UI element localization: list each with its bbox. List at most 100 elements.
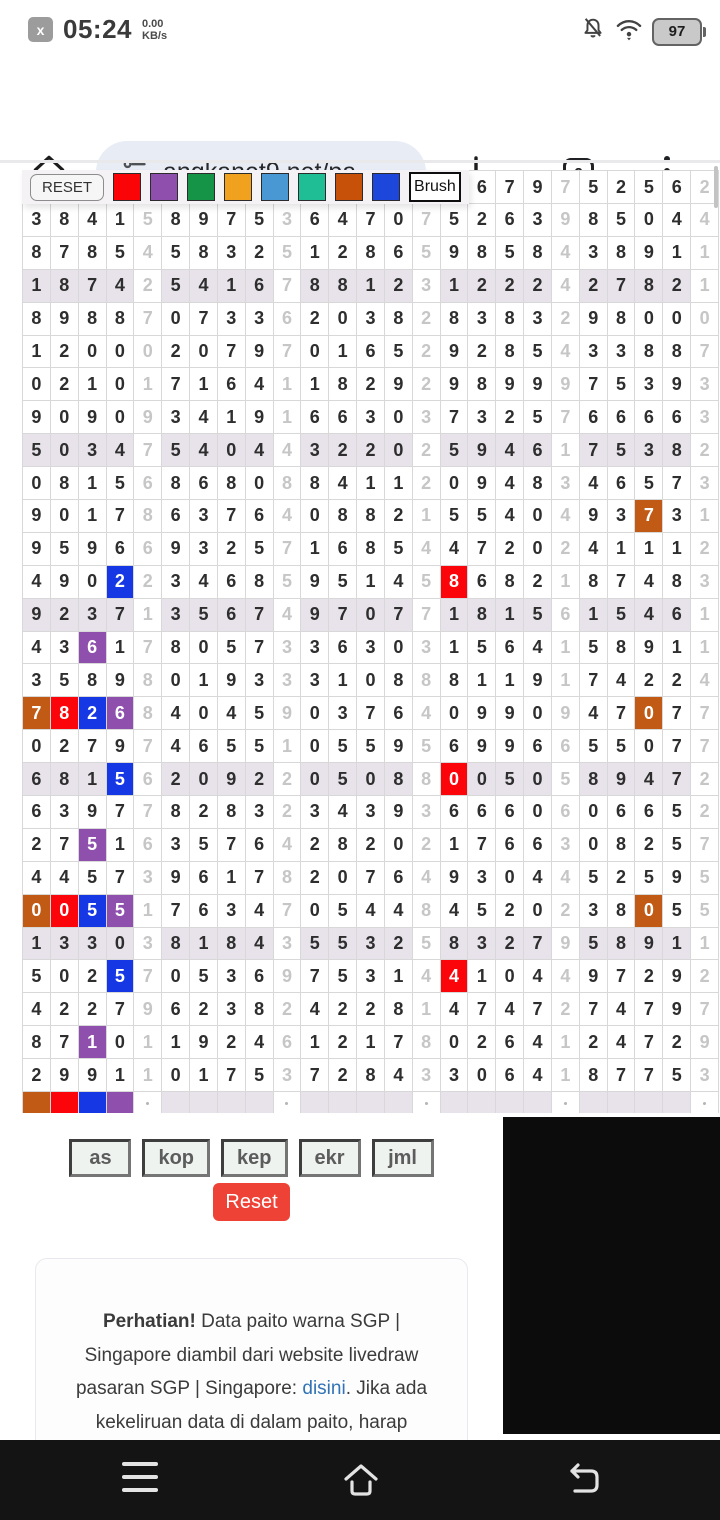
paito-cell[interactable]: 1 [301, 236, 330, 270]
paito-cell[interactable]: 1 [691, 500, 719, 533]
paito-cell[interactable]: 1 [663, 631, 692, 665]
paito-cell[interactable]: 1 [23, 927, 51, 961]
paito-cell[interactable]: 3 [301, 664, 330, 698]
color-swatch-orange[interactable] [224, 173, 253, 201]
paito-cell[interactable]: 4 [579, 467, 608, 501]
paito-cell[interactable]: 3 [50, 796, 79, 829]
paito-cell[interactable]: 7 [50, 1026, 79, 1060]
paito-cell[interactable]: 0 [50, 894, 79, 928]
paito-cell[interactable]: 3 [468, 861, 497, 895]
paito-cell[interactable]: 2 [551, 894, 580, 928]
paito-cell[interactable]: 6 [663, 401, 692, 435]
paito-cell[interactable]: 9 [23, 401, 51, 435]
paito-cell[interactable]: 7 [50, 828, 79, 862]
paito-cell[interactable]: 3 [357, 960, 385, 994]
paito-cell[interactable]: 2 [663, 269, 692, 303]
paito-cell[interactable]: 9 [468, 467, 497, 501]
paito-cell[interactable]: 7 [412, 204, 441, 237]
paito-cell[interactable]: 5 [496, 763, 525, 797]
paito-cell[interactable]: 9 [635, 631, 664, 665]
paito-cell[interactable]: 7 [190, 302, 218, 336]
paito-cell[interactable]: 4 [384, 1059, 413, 1093]
paito-cell[interactable]: 4 [273, 500, 302, 533]
paito-cell[interactable]: 8 [384, 993, 413, 1027]
paito-cell[interactable]: 0 [635, 302, 664, 336]
paito-cell[interactable]: 0 [78, 565, 107, 599]
paito-cell[interactable]: 5 [496, 236, 525, 270]
paito-cell[interactable]: 9 [384, 368, 413, 402]
paito-cell[interactable]: 8 [412, 763, 441, 797]
paito-cell[interactable]: 3 [635, 368, 664, 402]
paito-cell[interactable]: 5 [635, 861, 664, 895]
paito-cell[interactable]: 0 [190, 763, 218, 797]
paito-cell[interactable]: 0 [635, 204, 664, 237]
paito-cell[interactable]: 9 [23, 500, 51, 533]
paito-cell[interactable]: 4 [245, 1026, 274, 1060]
paito-cell[interactable]: 2 [691, 434, 719, 468]
paito-cell[interactable]: 4 [524, 631, 552, 665]
paito-cell[interactable]: 3 [412, 1059, 441, 1093]
paito-cell[interactable]: 6 [440, 796, 469, 829]
paito-cell[interactable]: 0 [301, 730, 330, 764]
paito-cell[interactable]: 3 [162, 565, 191, 599]
paito-cell[interactable]: 9 [663, 993, 692, 1027]
paito-cell[interactable]: 0 [301, 500, 330, 533]
paito-cell[interactable]: 7 [635, 1026, 664, 1060]
paito-cell[interactable]: 9 [217, 664, 246, 698]
paito-cell[interactable]: 8 [106, 302, 135, 336]
paito-cell[interactable]: 3 [412, 269, 441, 303]
paito-cell[interactable]: 7 [217, 204, 246, 237]
paito-cell[interactable]: 0 [50, 960, 79, 994]
paito-cell[interactable]: 1 [134, 1059, 163, 1093]
paito-cell[interactable]: 6 [357, 335, 385, 369]
paito-cell[interactable]: 9 [607, 763, 636, 797]
paito-cell[interactable]: 8 [357, 532, 385, 566]
paito-cell[interactable]: 5 [190, 960, 218, 994]
paito-cell[interactable]: 5 [579, 631, 608, 665]
paito-cell[interactable]: 4 [524, 1059, 552, 1093]
paito-cell[interactable]: 9 [440, 335, 469, 369]
paito-cell[interactable]: 1 [329, 335, 358, 369]
paito-cell[interactable]: 5 [134, 204, 163, 237]
paito-cell[interactable]: 9 [384, 796, 413, 829]
android-back-icon[interactable] [562, 1462, 602, 1503]
paito-cell[interactable]: 1 [691, 236, 719, 270]
paito-cell[interactable]: 9 [440, 368, 469, 402]
paito-cell[interactable]: 2 [273, 796, 302, 829]
paito-cell[interactable]: 7 [134, 796, 163, 829]
paito-cell[interactable]: 5 [162, 236, 191, 270]
paito-cell[interactable]: 2 [78, 993, 107, 1027]
paito-cell[interactable]: 6 [190, 467, 218, 501]
paito-cell[interactable]: 4 [496, 993, 525, 1027]
paito-cell[interactable]: 0 [524, 796, 552, 829]
paito-cell[interactable]: 1 [663, 927, 692, 961]
paito-cell[interactable]: 5 [607, 204, 636, 237]
paito-cell[interactable]: 8 [468, 368, 497, 402]
paito-cell[interactable]: 8 [357, 1059, 385, 1093]
paito-cell[interactable]: 3 [23, 664, 51, 698]
paito-cell[interactable]: 8 [663, 565, 692, 599]
paito-cell[interactable]: 5 [78, 828, 107, 862]
paito-cell[interactable]: 3 [134, 861, 163, 895]
paito-cell[interactable]: 7 [217, 335, 246, 369]
paito-cell[interactable]: 4 [357, 894, 385, 928]
paito-cell[interactable]: 4 [245, 927, 274, 961]
paito-cell[interactable]: 2 [468, 335, 497, 369]
paito-cell[interactable]: 7 [23, 697, 51, 731]
paito-cell[interactable]: 1 [190, 664, 218, 698]
paito-cell[interactable]: 7 [524, 993, 552, 1027]
paito-cell[interactable]: 2 [78, 960, 107, 994]
paito-cell[interactable]: 9 [78, 401, 107, 435]
paito-cell[interactable]: 5 [412, 236, 441, 270]
paito-cell[interactable]: 7 [134, 631, 163, 665]
paito-cell[interactable]: 8 [217, 467, 246, 501]
paito-cell[interactable]: 5 [468, 631, 497, 665]
paito-cell[interactable]: 6 [524, 434, 552, 468]
paito-cell[interactable]: 4 [273, 598, 302, 632]
paito-cell[interactable]: 2 [50, 598, 79, 632]
paito-cell[interactable]: 5 [329, 894, 358, 928]
paito-cell[interactable]: 2 [217, 1026, 246, 1060]
paito-cell[interactable]: 8 [329, 368, 358, 402]
paito-cell[interactable]: 7 [78, 269, 107, 303]
paito-cell[interactable]: 0 [635, 730, 664, 764]
